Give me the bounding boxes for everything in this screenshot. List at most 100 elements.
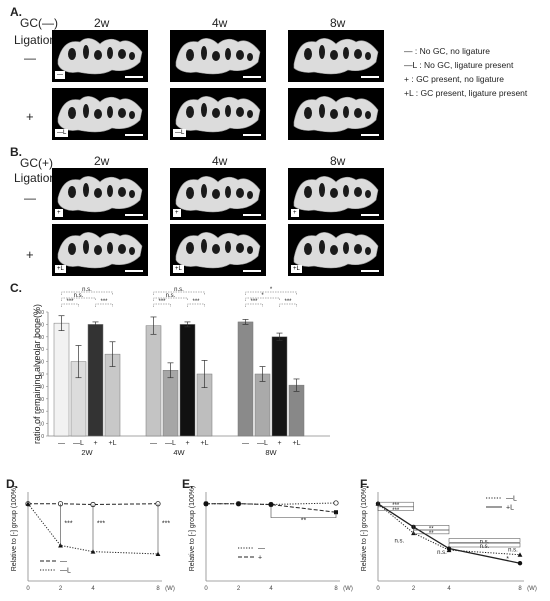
bar-label: —L [165,440,176,447]
bar [145,325,162,437]
bone-cavity [343,242,349,254]
bone-cavity [247,110,253,118]
x-tick-label: 2 [237,586,241,592]
panel-f-letter: F. [360,477,370,491]
significance-label: *** [100,299,108,305]
bone-cavity [186,49,194,61]
significance-label: ** [429,531,434,537]
micro-ct-image: + [288,168,384,220]
legend-label: +L [506,505,514,512]
bone-cavity [83,183,89,197]
micro-ct-image: —L [170,88,266,140]
bone-cavity [319,240,325,254]
legend-symbol: —L [404,60,417,70]
bone-cavity [304,48,312,60]
significance-box [377,506,414,511]
panel-b-letter: B. [10,145,22,159]
bone-cavity [212,189,220,199]
bone-cavity [129,52,135,60]
significance-bracket [245,291,297,295]
bone-cavity [201,46,207,60]
significance-label: n.s. [166,293,176,299]
x-tick-label: 0 [204,586,208,592]
bone-cavity [68,186,76,198]
bone-cavity [319,183,325,197]
significance-bracket [95,303,113,307]
image-tag: —L [173,129,187,137]
bone-cavity [186,242,194,254]
bone-cavity [354,49,362,59]
data-point [236,501,241,506]
significance-label: *** [97,520,105,527]
micro-ct-image [288,30,384,82]
bone-cavity [83,104,89,118]
bar [162,370,179,437]
scale-bar [125,270,143,272]
legend-item: + : GC present, no ligature [404,74,504,84]
group-label: 4W [173,448,185,457]
data-point [334,510,338,515]
bar [254,373,271,437]
bone-cavity [365,190,371,198]
significance-bracket [153,291,205,295]
bone-cavity [68,107,76,119]
panel-b-week-8w: 8w [330,154,346,168]
y-axis-label: Relative to [-] group (100%) [361,486,368,572]
bone-cavity [94,50,102,60]
significance-label: ** [429,526,434,532]
bone-cavity [236,188,244,198]
significance-label: *** [392,508,400,514]
significance-label: n.s. [480,544,490,550]
bone-cavity [201,103,207,117]
bone-cavity [365,247,371,255]
bone-cavity [354,108,362,118]
significance-bracket [245,297,280,301]
significance-bracket [61,291,113,295]
y-tick-label: 100 [36,310,45,316]
scale-bar [361,76,379,78]
bone-cavity [107,106,113,118]
series-line [206,503,337,513]
legend-label: — [258,546,265,553]
legend-item: —L : No GC, ligature present [404,60,513,70]
bone-cavity [247,53,253,61]
bone-cavity [343,106,349,118]
bone-cavity [365,111,371,119]
scale-bar [243,214,261,216]
panel-a-week-8w: 8w [330,16,346,30]
significance-label: n.s. [82,287,92,293]
image-tag: +L [173,265,184,273]
scale-bar [125,134,143,136]
bar [271,336,288,437]
significance-label: *** [158,299,166,305]
bone-cavity [343,47,349,59]
y-axis-label: Relative to [-] group (100%) [11,486,18,572]
panel-a-week-4w: 4w [212,16,228,30]
image-tag: + [173,209,181,217]
series-line [377,503,521,556]
significance-label: * [261,293,264,299]
y-tick-label: 90 [38,322,44,328]
micro-ct-image: —L [52,88,148,140]
x-unit-label: (W) [343,586,353,592]
image-tag: — [55,71,65,79]
bone-cavities [186,103,253,118]
bar-label: — [58,440,65,447]
bone-cavity [118,108,126,118]
scale-bar [125,76,143,78]
scale-bar [125,214,143,216]
bar-label: — [150,440,157,447]
bar-label: + [185,440,189,447]
bone-cavities [304,45,371,60]
legend-text: : GC present, no ligature [411,74,504,84]
bone-cavities [304,183,371,198]
significance-bracket [61,303,79,307]
significance-label: *** [250,299,258,305]
y-tick-label: 20 [38,409,44,415]
bone-cavities [186,46,253,61]
scale-bar [361,270,379,272]
significance-label: *** [162,520,170,527]
group-label: 2W [81,448,93,457]
significance-box [413,529,450,535]
